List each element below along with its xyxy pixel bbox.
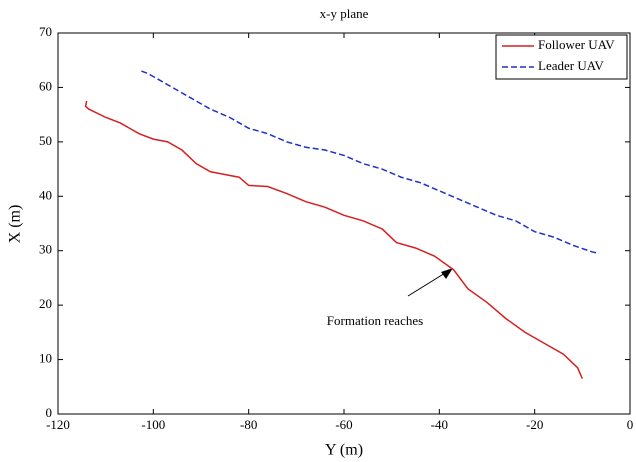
x-tick-label: -60 <box>335 417 352 432</box>
arrow-head <box>441 268 453 279</box>
y-tick-label: 40 <box>39 187 52 202</box>
y-tick-label: 30 <box>39 242 52 257</box>
x-tick-label: 0 <box>627 417 634 432</box>
legend-label: Leader UAV <box>538 58 604 73</box>
y-tick-label: 0 <box>46 405 53 420</box>
x-tick-label: -120 <box>46 417 70 432</box>
x-tick-label: -80 <box>240 417 257 432</box>
annotation: Formation reaches <box>327 313 423 328</box>
series-line <box>141 70 600 255</box>
x-axis-label: Y (m) <box>325 442 363 459</box>
y-tick-label: 70 <box>39 24 52 39</box>
y-tick-label: 20 <box>39 296 52 311</box>
y-tick-label: 60 <box>39 78 52 93</box>
legend-label: Follower UAV <box>538 37 615 52</box>
series-line <box>84 100 584 379</box>
legend-box <box>495 34 628 80</box>
y-axis-label: X (m) <box>7 205 24 244</box>
x-tick-label: -100 <box>141 417 165 432</box>
y-tick-label: 50 <box>39 133 52 148</box>
plot-frame <box>57 32 631 415</box>
x-tick-label: -40 <box>431 417 448 432</box>
chart-title: x-y plane <box>320 6 369 21</box>
y-tick-label: 10 <box>39 351 52 366</box>
x-tick-label: -20 <box>526 417 543 432</box>
